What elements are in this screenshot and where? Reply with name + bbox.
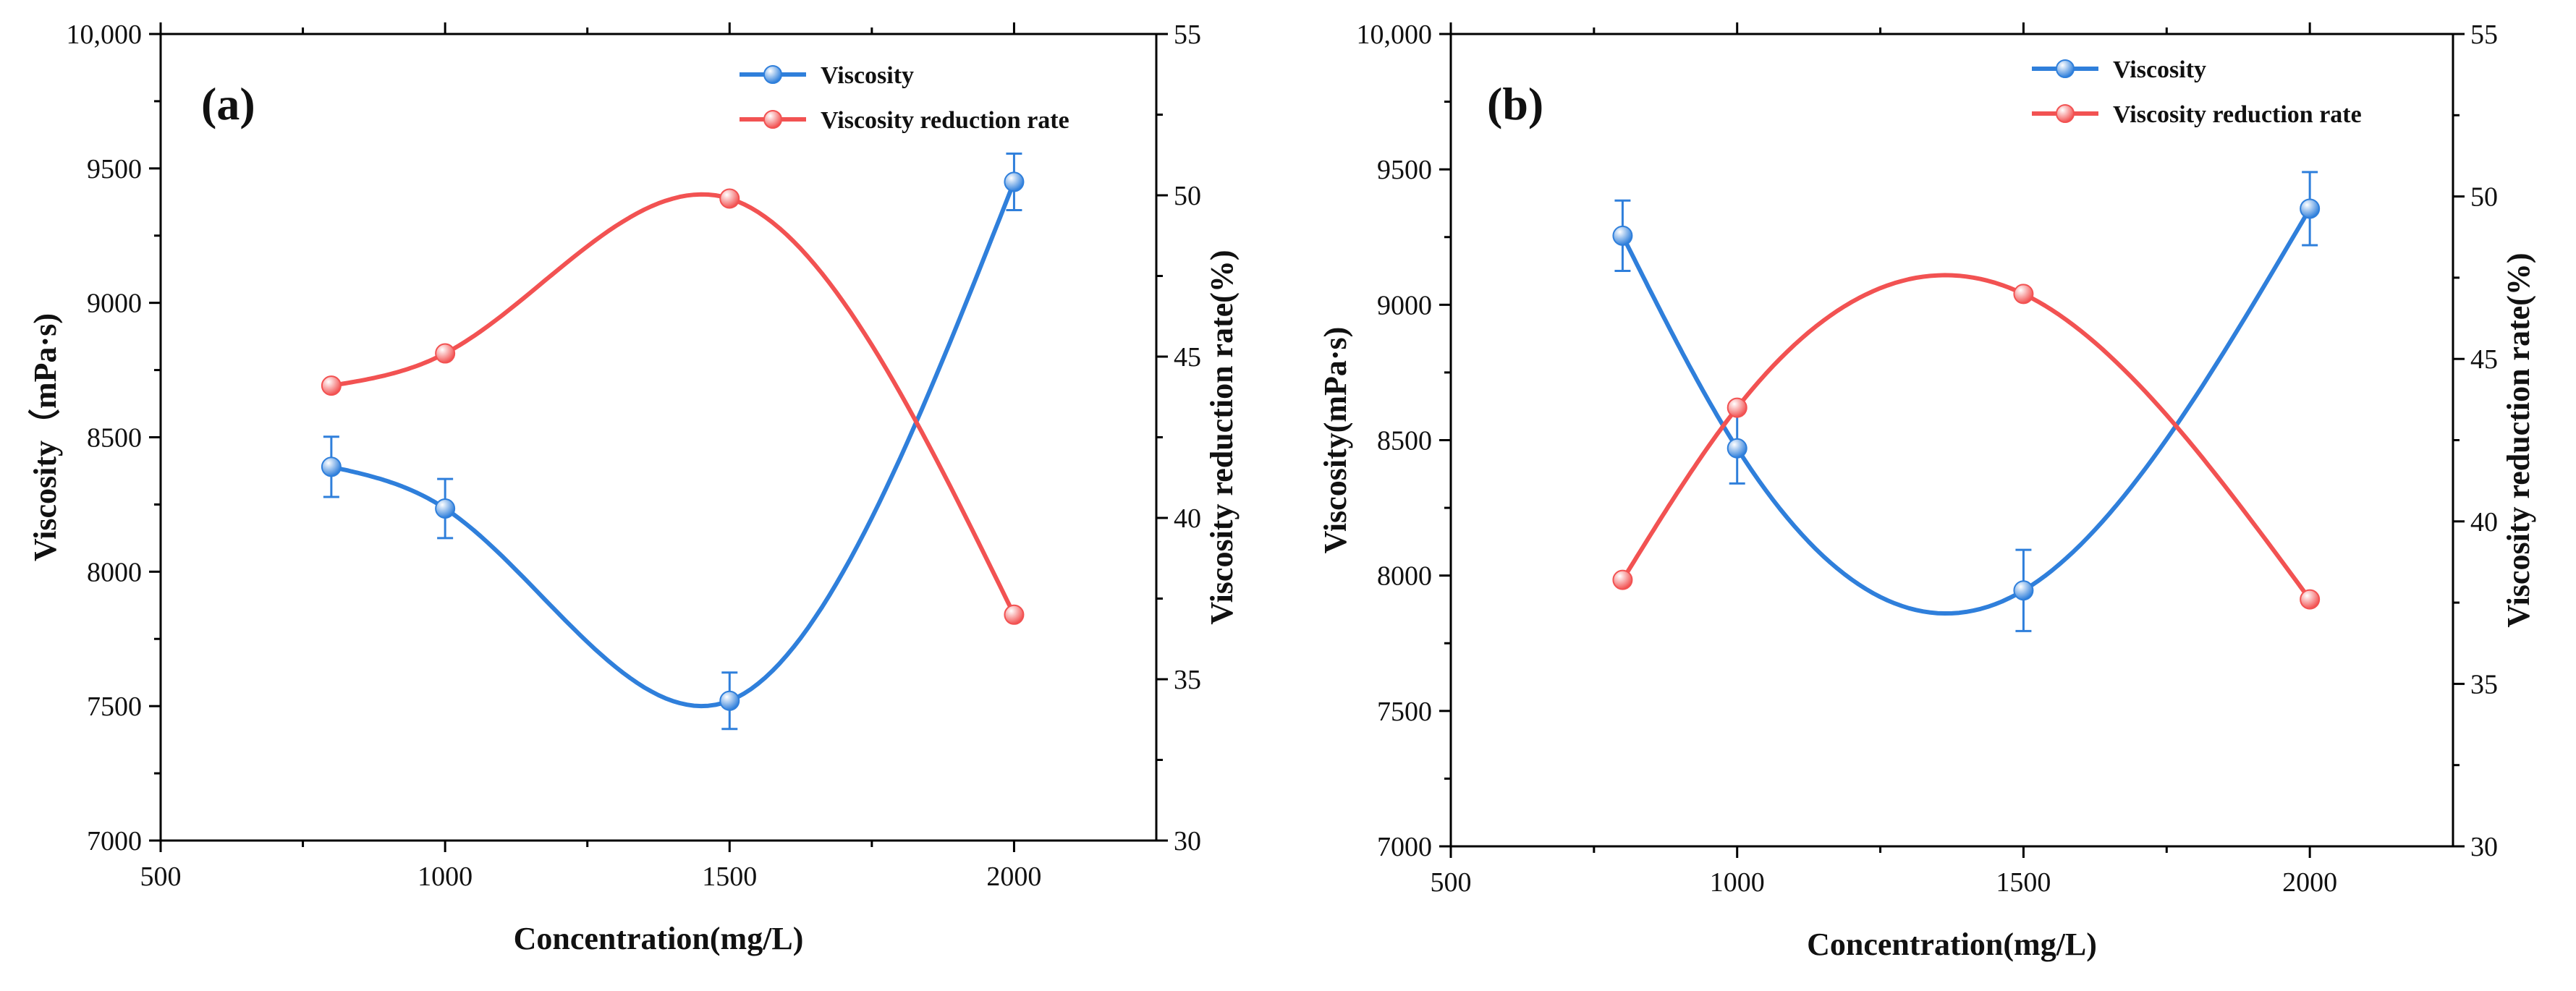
viscosity-point [321, 456, 342, 477]
legend-swatch-marker [763, 65, 782, 84]
reduction-rate-point [1726, 397, 1747, 418]
legend-swatch-marker [763, 110, 782, 129]
viscosity-point [719, 690, 740, 711]
reduction-rate-point [2300, 589, 2321, 610]
y-right-tick-label: 55 [1174, 20, 1201, 50]
legend-label: Viscosity reduction rate [2113, 101, 2362, 128]
reduction-rate-point [1004, 604, 1025, 625]
x-tick-label: 500 [140, 862, 182, 892]
reduction-rate-point [435, 343, 456, 364]
y-left-tick-label: 7000 [1377, 832, 1432, 862]
reduction-rate-curve [1620, 273, 2312, 601]
viscosity-point [1726, 438, 1747, 459]
reduction-rate-point [321, 375, 342, 396]
chart-panel-a: 500 1000 1500 2000 7000 7500 8000 8500 9000 9500 1… [27, 20, 1240, 956]
legend-label: Viscosity reduction rate [821, 107, 1069, 134]
y-right-axis-title: Viscosity reduction rate(%) [2501, 252, 2536, 627]
viscosity-point [2013, 580, 2034, 601]
y-right-tick-label: 40 [1174, 503, 1201, 534]
plot-frame [1449, 33, 2454, 848]
x-tick-label: 500 [1431, 867, 1472, 898]
viscosity-curve [331, 181, 1017, 709]
panel-label: (a) [201, 78, 255, 129]
viscosity-point [435, 498, 456, 519]
legend-label: Viscosity [2113, 56, 2206, 83]
y-left-tick-label: 8500 [87, 423, 142, 454]
legend-swatch-marker [2056, 104, 2075, 123]
y-left-tick-label: 10,000 [67, 20, 143, 50]
y-left-tick-label: 9000 [87, 289, 142, 319]
x-axis-title: Concentration(mg/L) [514, 921, 804, 956]
panel-label: (b) [1487, 78, 1543, 129]
y-right-tick-label: 55 [2470, 20, 2498, 50]
x-tick-label: 1500 [1996, 867, 2051, 898]
y-left-axis-title: Viscosity（mPa·s) [27, 313, 63, 561]
y-left-tick-label: 7000 [87, 826, 142, 856]
reduction-rate-point [1612, 569, 1633, 590]
x-tick-label: 1500 [702, 862, 757, 892]
y-left-tick-label: 10,000 [1357, 20, 1433, 50]
x-tick-label: 1000 [1710, 867, 1765, 898]
y-right-tick-label: 50 [2470, 182, 2498, 213]
y-right-tick-label: 40 [2470, 507, 2498, 537]
reduction-rate-point [2013, 284, 2034, 305]
y-right-tick-label: 30 [2470, 832, 2498, 862]
y-left-axis-title: Viscosity(mPa·s) [1318, 327, 1353, 554]
legend-swatch-marker [2056, 59, 2075, 78]
legend-label: Viscosity [821, 62, 914, 89]
y-left-tick-label: 7500 [1377, 697, 1432, 727]
y-right-axis-title: Viscosity reduction rate(%) [1204, 250, 1240, 624]
y-left-tick-label: 8500 [1377, 426, 1432, 456]
y-right-tick-label: 35 [2470, 669, 2498, 699]
chart-panel-b: 500 1000 1500 2000 7000 7500 8000 8500 9000 9500 1… [1318, 20, 2536, 962]
viscosity-point [1612, 225, 1633, 246]
x-tick-label: 1000 [418, 862, 473, 892]
y-left-tick-label: 8000 [1377, 561, 1432, 592]
y-right-tick-label: 35 [1174, 665, 1201, 695]
y-left-tick-label: 8000 [87, 557, 142, 587]
y-left-tick-label: 9000 [1377, 290, 1432, 320]
y-left-tick-label: 9500 [87, 154, 142, 184]
reduction-rate-point [719, 188, 740, 209]
reduction-rate-curve [331, 192, 1017, 616]
x-tick-label: 2000 [2282, 867, 2337, 898]
y-right-tick-label: 30 [1174, 826, 1201, 856]
viscosity-point [2300, 198, 2321, 219]
y-right-tick-label: 45 [2470, 344, 2498, 375]
plot-frame [159, 33, 1158, 842]
x-axis-title: Concentration(mg/L) [1807, 927, 2097, 962]
y-right-tick-label: 45 [1174, 342, 1201, 373]
y-left-tick-label: 9500 [1377, 155, 1432, 185]
viscosity-curve [1620, 207, 2312, 616]
x-tick-label: 2000 [986, 862, 1041, 892]
y-right-tick-label: 50 [1174, 181, 1201, 211]
viscosity-point [1004, 171, 1025, 192]
y-left-tick-label: 7500 [87, 692, 142, 722]
